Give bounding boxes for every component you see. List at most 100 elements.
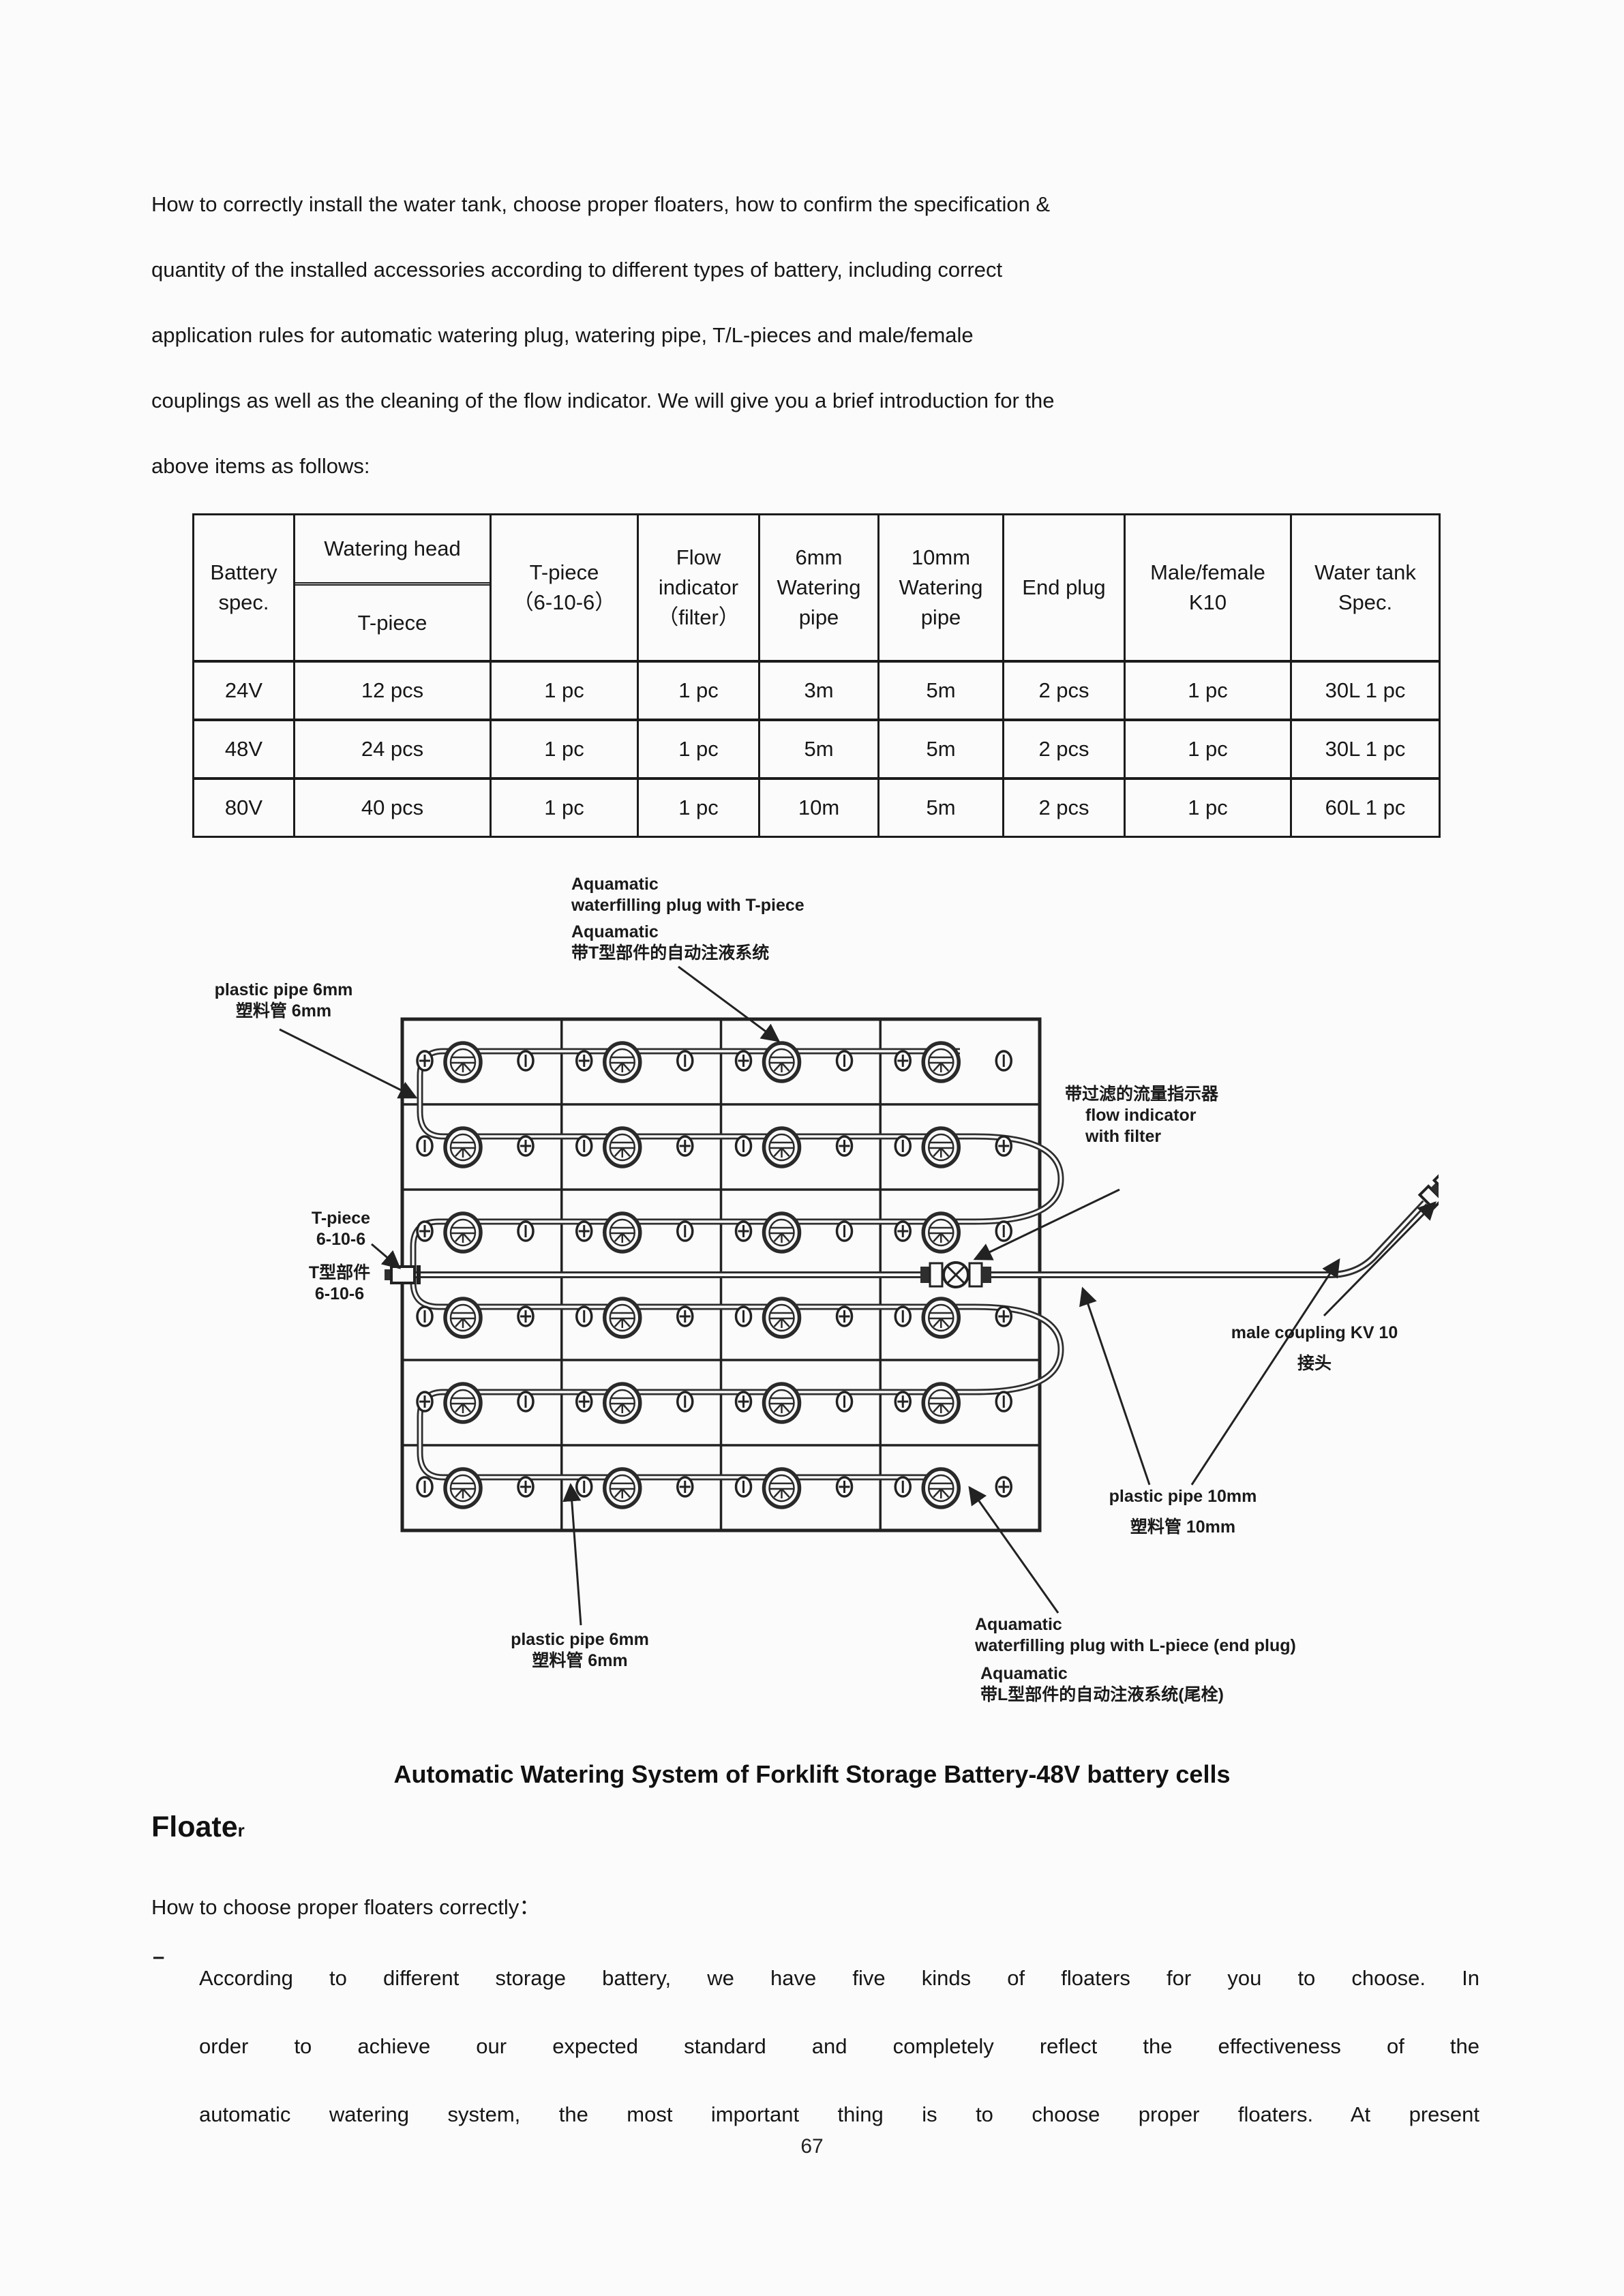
table-cell: 2 pcs xyxy=(1002,660,1126,721)
header-line: T-piece xyxy=(529,560,599,584)
label-male-coupling: male coupling KV 10 接头 xyxy=(1219,1323,1410,1374)
battery-diagram-svg xyxy=(279,965,1439,1626)
table-cell: 1 pc xyxy=(637,719,760,780)
header-end-plug: End plug xyxy=(1002,513,1126,663)
table-cell: 1 pc xyxy=(1124,719,1292,780)
table-cell: 80V xyxy=(192,777,295,838)
label-line: waterfilling plug with L-piece (end plug… xyxy=(975,1636,1296,1655)
label-line: 塑料管 6mm xyxy=(235,1001,332,1021)
table-cell: 10m xyxy=(758,777,879,838)
label-line: flow indicator xyxy=(1085,1106,1197,1125)
header-line: pipe xyxy=(920,605,961,629)
label-plug-t-english: Aquamatic waterfilling plug with T-piece xyxy=(571,874,805,916)
arrow-plug-l xyxy=(968,1485,1059,1614)
parts-spec-table: Battery spec. Watering head T-piece T-pi… xyxy=(192,513,1441,838)
header-battery-spec: Battery spec. xyxy=(192,513,295,663)
table-row: 80V 40 pcs 1 pc 1 pc 10m 5m 2 pcs 1 pc 6… xyxy=(192,777,1441,838)
table-cell: 2 pcs xyxy=(1002,719,1126,780)
arrow-pipe6-bottom xyxy=(562,1483,582,1626)
header-flow-indicator: Flow indicator （filter） xyxy=(637,513,760,663)
label-plug-l-english: Aquamatic waterfilling plug with L-piece… xyxy=(975,1614,1296,1657)
label-line: Aquamatic xyxy=(975,1615,1062,1634)
header-line: indicator xyxy=(658,575,739,599)
table-cell: 1 pc xyxy=(490,777,639,838)
header-line: spec. xyxy=(218,590,269,614)
callout-arrows xyxy=(279,965,1437,1626)
table-cell: 48V xyxy=(192,719,295,780)
page-number: 67 xyxy=(800,2135,824,2158)
label-line: T-piece xyxy=(311,1209,371,1228)
table-cell: 1 pc xyxy=(1124,777,1292,838)
header-male-female: Male/female K10 xyxy=(1124,513,1292,663)
label-line: with filter xyxy=(1085,1127,1162,1146)
table-cell: 2 pcs xyxy=(1002,777,1126,838)
heading-text: Floate xyxy=(151,1811,238,1843)
label-line: waterfilling plug with T-piece xyxy=(571,896,805,915)
table-cell: 24 pcs xyxy=(293,719,492,780)
header-water-tank: Water tank Spec. xyxy=(1290,513,1441,663)
label-line: Aquamatic xyxy=(571,875,659,894)
arrow-t-piece xyxy=(371,1243,402,1269)
header-line: K10 xyxy=(1188,590,1227,614)
table-cell: 1 pc xyxy=(637,660,760,721)
floater-subheading: How to choose proper floaters correctly： xyxy=(151,1895,541,1919)
header-line: 10mm xyxy=(911,545,971,569)
bullet-paragraph: According to different storage battery, … xyxy=(199,1944,1479,2149)
male-coupling-symbol xyxy=(1417,1173,1439,1211)
table-cell: 1 pc xyxy=(1124,660,1292,721)
header-line: 6mm xyxy=(795,545,843,569)
heading-tail: r xyxy=(237,1820,245,1841)
label-line: 带T型部件的自动注液系统 xyxy=(571,943,770,963)
header-line: Spec. xyxy=(1338,590,1393,614)
label-line: T型部件 xyxy=(308,1263,371,1282)
arrow-pipe6-top xyxy=(279,1028,418,1099)
table-cell: 1 pc xyxy=(490,660,639,721)
label-line: 6-10-6 xyxy=(314,1284,365,1303)
main-pipe-10mm xyxy=(397,1200,1428,1278)
paragraph-line: quantity of the installed accessories ac… xyxy=(151,258,1003,282)
header-line: Watering xyxy=(777,575,861,599)
table-cell: 24V xyxy=(192,660,295,721)
header-line: （6-10-6） xyxy=(512,590,616,614)
table-row: 48V 24 pcs 1 pc 1 pc 5m 5m 2 pcs 1 pc 30… xyxy=(192,719,1441,780)
paragraph-line: According to different storage battery, … xyxy=(199,1966,1479,1990)
label-line: male coupling KV 10 xyxy=(1231,1323,1398,1342)
table-cell: 5m xyxy=(877,660,1004,721)
header-line: End plug xyxy=(1022,575,1106,599)
header-line: （filter） xyxy=(657,605,740,629)
paragraph-line: above items as follows: xyxy=(151,454,370,478)
label-line: 接头 xyxy=(1297,1354,1332,1373)
header-line: Male/female xyxy=(1150,560,1265,584)
table-cell: 5m xyxy=(877,777,1004,838)
paragraph-line: application rules for automatic watering… xyxy=(151,323,974,347)
label-pipe6-top: plastic pipe 6mm 塑料管 6mm xyxy=(202,980,365,1022)
arrow-flow-indicator xyxy=(973,1188,1120,1260)
header-t-piece: T-piece （6-10-6） xyxy=(490,513,639,663)
label-line: plastic pipe 10mm xyxy=(1109,1487,1257,1506)
label-line: plastic pipe 6mm xyxy=(214,980,353,999)
table-cell: 1 pc xyxy=(637,777,760,838)
flow-indicator-symbol xyxy=(920,1261,991,1288)
label-line: Aquamatic xyxy=(980,1664,1068,1683)
table-row: 24V 12 pcs 1 pc 1 pc 3m 5m 2 pcs 1 pc 30… xyxy=(192,660,1441,721)
label-line: 塑料管 10mm xyxy=(1130,1517,1236,1537)
header-line: Watering xyxy=(899,575,983,599)
label-line: 带过滤的流量指示器 xyxy=(1065,1085,1219,1104)
header-line: Flow xyxy=(676,545,721,569)
label-line: 带L型部件的自动注液系统(尾栓) xyxy=(980,1685,1224,1704)
table-cell: 5m xyxy=(758,719,879,780)
arrow-pipe10-left xyxy=(1079,1286,1151,1485)
header-line: Battery xyxy=(210,560,277,584)
header-line: T-piece xyxy=(357,610,427,635)
label-line: plastic pipe 6mm xyxy=(511,1630,649,1649)
label-flow-indicator: 带过滤的流量指示器 flow indicator with filter xyxy=(1065,1084,1218,1147)
label-plug-l-chinese: Aquamatic 带L型部件的自动注液系统(尾栓) xyxy=(980,1663,1224,1706)
paragraph-line: How to correctly install the water tank,… xyxy=(151,192,1051,216)
table-cell: 60L 1 pc xyxy=(1290,777,1441,838)
label-t-piece-chinese: T型部件 6-10-6 xyxy=(285,1263,394,1305)
label-plug-t-chinese: Aquamatic 带T型部件的自动注液系统 xyxy=(571,922,769,964)
header-line: Water tank xyxy=(1314,560,1416,584)
paragraph-line: automatic watering system, the most impo… xyxy=(199,2102,1479,2126)
table-cell: 12 pcs xyxy=(293,660,492,721)
table-cell: 5m xyxy=(877,719,1004,780)
